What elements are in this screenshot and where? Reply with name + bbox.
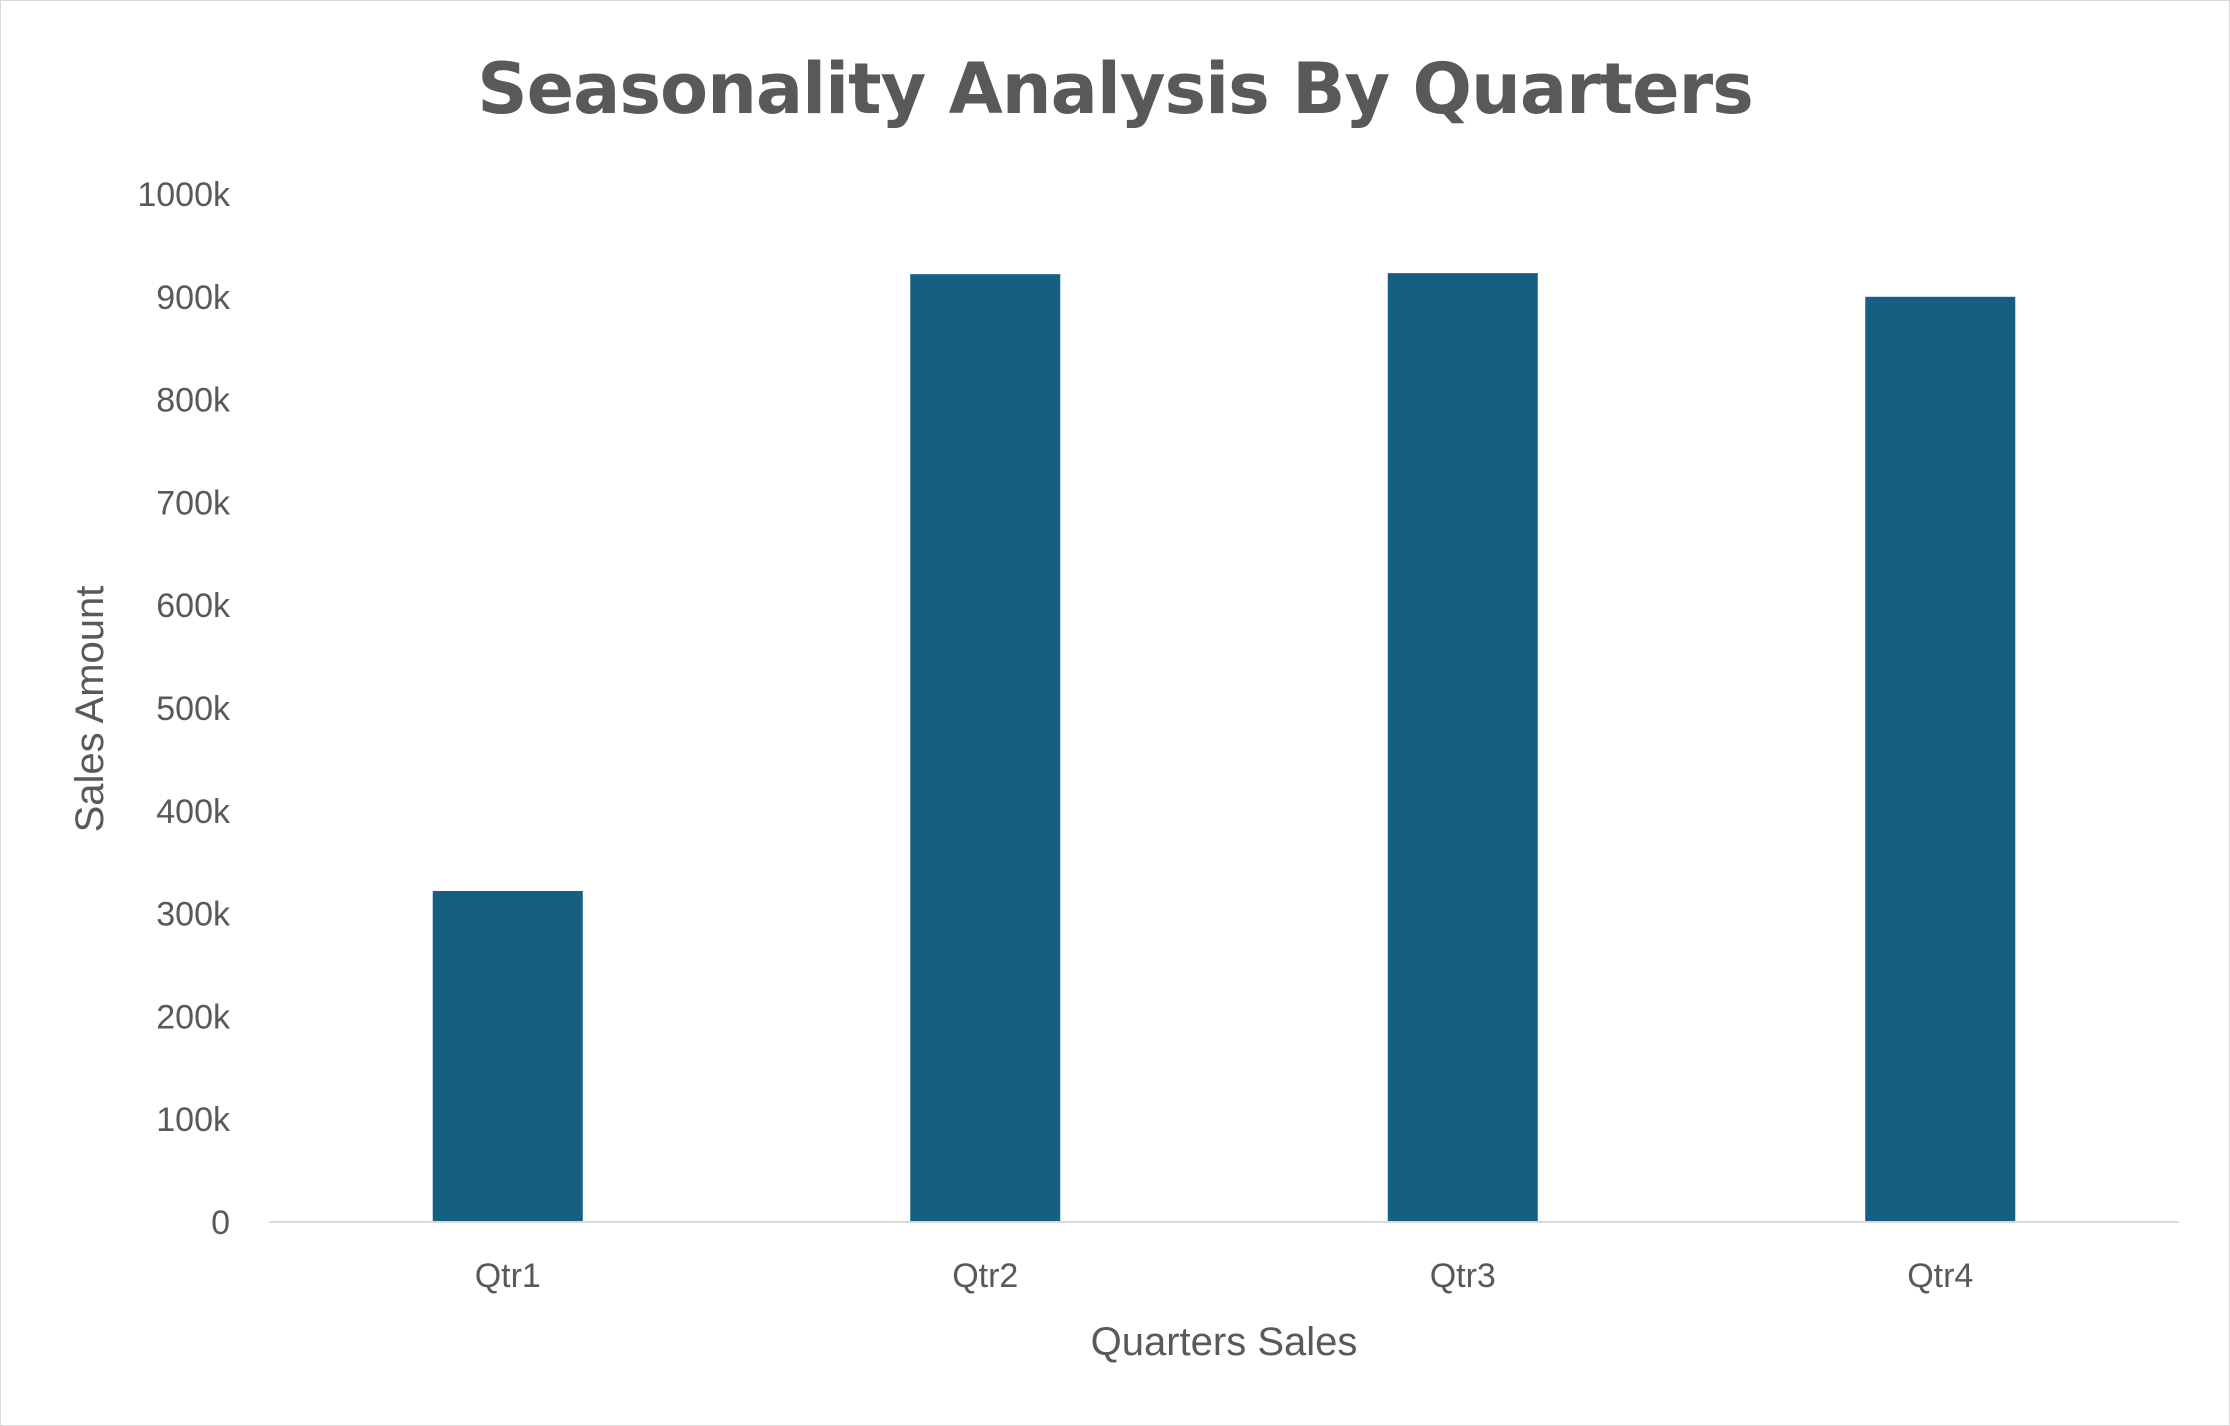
x-tick-label: Qtr4 — [1907, 1257, 1973, 1295]
x-axis-title: Quarters Sales — [1091, 1320, 1358, 1364]
y-tick-label: 700k — [156, 484, 231, 522]
y-tick-label: 200k — [156, 998, 231, 1036]
bar-qtr4 — [1865, 296, 2016, 1222]
y-axis-title: Sales Amount — [68, 586, 112, 833]
y-tick-label: 800k — [156, 382, 231, 420]
y-tick-label: 1000k — [137, 176, 231, 214]
y-tick-label: 0 — [211, 1204, 230, 1242]
bar-qtr3 — [1387, 273, 1538, 1222]
x-tick-label: Qtr3 — [1430, 1257, 1496, 1295]
bar-qtr2 — [910, 274, 1061, 1223]
x-axis-tick-labels: Qtr1 Qtr2 Qtr3 Qtr4 — [475, 1257, 1974, 1295]
y-tick-label: 300k — [156, 896, 231, 934]
x-tick-label: Qtr1 — [475, 1257, 541, 1295]
y-tick-label: 600k — [156, 587, 231, 625]
y-tick-label: 100k — [156, 1101, 231, 1139]
y-tick-label: 900k — [156, 279, 231, 317]
y-tick-label: 400k — [156, 793, 231, 831]
bar-qtr1 — [432, 890, 583, 1222]
chart-title: Seasonality Analysis By Quarters — [477, 48, 1753, 130]
y-tick-label: 500k — [156, 690, 231, 728]
x-tick-label: Qtr2 — [952, 1257, 1018, 1295]
bar-series — [432, 273, 2016, 1223]
y-axis-tick-labels: 0 100k 200k 300k 400k 500k 600k 700k 800k 900k 100… — [137, 176, 231, 1242]
